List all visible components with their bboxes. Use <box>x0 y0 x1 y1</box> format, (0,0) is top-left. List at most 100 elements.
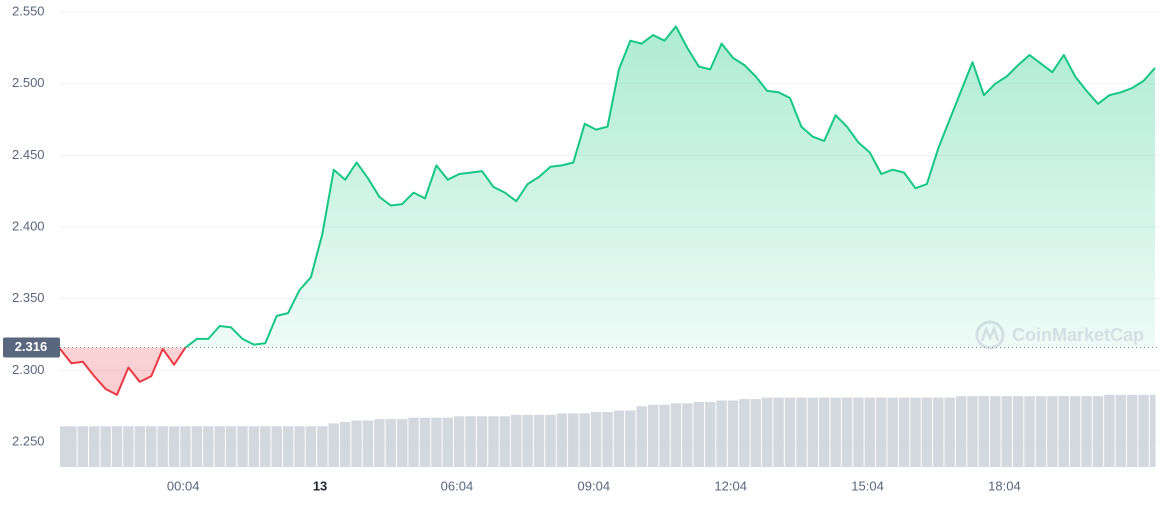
y-tick-label: 2.450 <box>12 147 45 162</box>
volume-bar <box>134 426 146 467</box>
volume-bar <box>260 426 271 467</box>
volume-bar <box>60 426 71 467</box>
volume-bar <box>1012 396 1024 467</box>
volume-bar <box>1001 396 1012 467</box>
volume-bar <box>419 417 431 467</box>
volume-bar <box>659 404 670 467</box>
volume-bar <box>339 421 351 467</box>
volume-bar <box>294 426 305 467</box>
volume-bar <box>180 426 191 467</box>
volume-bar <box>1047 396 1058 467</box>
volume-bar <box>248 426 260 467</box>
volume-bar <box>146 426 157 467</box>
volume-bar <box>704 401 716 467</box>
volume-bar <box>442 417 454 467</box>
volume-bar <box>465 416 476 467</box>
watermark-logo-mark <box>980 325 1000 342</box>
volume-bar <box>454 416 465 467</box>
volume-bar <box>545 414 556 467</box>
volume-bar <box>66 426 77 467</box>
area-up <box>185 26 1155 348</box>
volume-bar <box>351 420 362 467</box>
volume-bar <box>727 400 739 467</box>
volume-bar <box>579 413 590 467</box>
volume-bar <box>499 416 511 467</box>
volume-bar <box>556 413 568 467</box>
volume-bar <box>910 397 921 467</box>
volume-bar <box>374 419 385 467</box>
volume-bar <box>682 403 693 467</box>
volume-bar <box>522 414 533 467</box>
volume-bar <box>773 397 784 467</box>
volume-bar <box>362 420 374 467</box>
volume-bar <box>944 397 955 467</box>
baseline-label-box <box>3 337 60 358</box>
x-tick-label: 00:04 <box>167 478 200 493</box>
volume-bar <box>89 426 100 467</box>
y-tick-label: 2.500 <box>12 75 45 90</box>
volume-bar <box>237 426 248 467</box>
volume-bar <box>168 426 180 467</box>
x-tick-label: 18:04 <box>988 478 1021 493</box>
volume-bar <box>955 396 967 467</box>
volume-bar <box>933 397 944 467</box>
volume-bar <box>990 396 1001 467</box>
volume-bar <box>1115 394 1126 467</box>
volume-bar <box>111 426 123 467</box>
volume-bar <box>1138 394 1149 467</box>
volume-bar <box>887 397 898 467</box>
volume-bar <box>1069 396 1081 467</box>
area-down <box>60 347 1155 395</box>
watermark-text: CoinMarketCap <box>1012 325 1144 345</box>
volume-bar <box>807 397 819 467</box>
volume-bar <box>1081 396 1092 467</box>
volume-bar <box>978 396 990 467</box>
volume-bar <box>568 413 579 467</box>
baseline-label: 2.316 <box>15 339 48 354</box>
volume-bar <box>282 426 294 467</box>
volume-bar <box>819 397 830 467</box>
volume-bar <box>590 411 602 467</box>
volume-bar <box>1024 396 1035 467</box>
volume-bar <box>921 397 933 467</box>
price-line-up <box>184 25 1156 348</box>
x-tick-label: 15:04 <box>851 478 884 493</box>
volume-bar <box>1104 394 1115 467</box>
volume-bar <box>761 397 773 467</box>
y-tick-label: 2.250 <box>12 433 45 448</box>
volume-bar <box>77 426 89 467</box>
x-tick-label: 06:04 <box>441 478 474 493</box>
volume-bar <box>716 400 727 467</box>
volume-bar <box>100 426 111 467</box>
volume-bar <box>602 411 613 467</box>
volume-bar <box>225 426 237 467</box>
volume-bar <box>271 426 282 467</box>
volume-bar <box>1058 396 1069 467</box>
volume-bar <box>408 417 419 467</box>
x-tick-label: 09:04 <box>578 478 611 493</box>
y-tick-label: 2.550 <box>12 3 45 18</box>
volume-bar <box>214 426 225 467</box>
y-tick-label: 2.350 <box>12 290 45 305</box>
volume-bar <box>328 423 339 467</box>
volume-bar <box>476 416 488 467</box>
volume-bar <box>157 426 168 467</box>
volume-bar <box>1126 394 1138 467</box>
volume-bar <box>396 419 408 467</box>
volume-bar <box>898 397 910 467</box>
volume-bar <box>613 410 625 467</box>
x-tick-label: 12:04 <box>714 478 747 493</box>
volume-bar <box>647 404 659 467</box>
y-tick-label: 2.300 <box>12 362 45 377</box>
volume-bar <box>636 406 647 467</box>
volume-bar <box>693 401 704 467</box>
volume-bar <box>191 426 203 467</box>
x-tick-label: 13 <box>313 478 327 493</box>
volume-bar <box>876 397 887 467</box>
volume-bar <box>796 397 807 467</box>
watermark-logo <box>975 320 1005 350</box>
volume-bar <box>1035 396 1047 467</box>
volume-bar <box>750 399 761 467</box>
volume-bar <box>431 417 442 467</box>
